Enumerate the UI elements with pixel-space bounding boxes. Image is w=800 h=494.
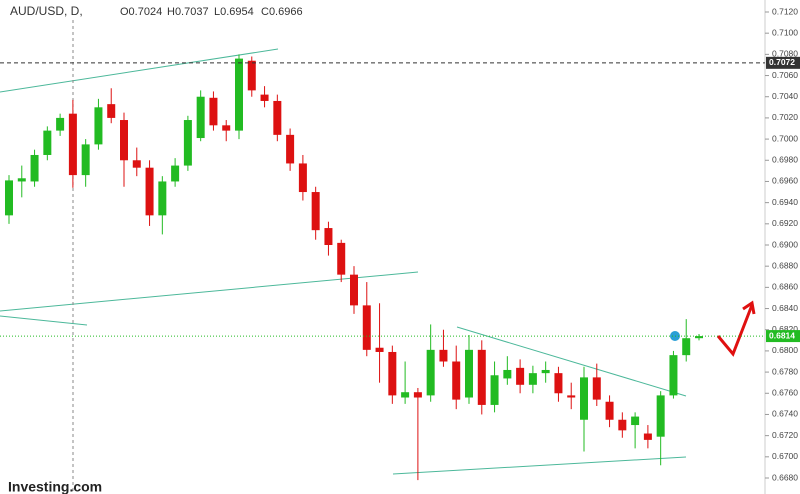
candle-body <box>56 117 65 131</box>
y-tick-label: 0.6900 <box>772 239 798 249</box>
candle-body <box>503 369 512 379</box>
y-tick-label: 0.6860 <box>772 282 798 292</box>
candle-body <box>516 367 525 385</box>
candle-body <box>401 392 410 398</box>
candle-body <box>618 419 627 431</box>
y-tick-label: 0.6840 <box>772 303 798 313</box>
candle-body <box>273 100 282 135</box>
candle-body <box>5 180 13 216</box>
candle-body <box>362 305 371 350</box>
candle-body <box>183 120 192 166</box>
candle-body <box>567 395 576 398</box>
candle-body <box>592 377 601 400</box>
y-tick-label: 0.7040 <box>772 91 798 101</box>
trend-line <box>0 271 419 312</box>
candle-body <box>298 163 307 193</box>
candle-body <box>235 58 243 131</box>
candle-body <box>68 113 77 176</box>
ohlc-label: C0.6966 <box>261 6 303 18</box>
candle-body <box>452 361 461 400</box>
candle-body <box>324 228 333 245</box>
candle-body <box>30 154 39 182</box>
y-tick-label: 0.6920 <box>772 218 798 228</box>
ohlc-label: O0.7024 <box>120 6 162 18</box>
y-tick-label: 0.6880 <box>772 260 798 270</box>
y-tick-label: 0.7080 <box>772 49 798 59</box>
candle-body <box>490 375 499 405</box>
y-tick-label: 0.6740 <box>772 409 798 419</box>
candle-body <box>643 433 652 440</box>
y-tick-label: 0.6800 <box>772 345 798 355</box>
price-label-box <box>766 56 800 69</box>
candle-body <box>554 373 563 394</box>
candle-body <box>158 181 167 216</box>
candle-body <box>375 347 384 352</box>
y-tick-label: 0.6680 <box>772 472 798 482</box>
y-tick-label: 0.7020 <box>772 112 798 122</box>
y-tick-label: 0.6720 <box>772 430 798 440</box>
candle-body <box>222 125 231 131</box>
y-tick-label: 0.7100 <box>772 27 798 37</box>
candle-body <box>196 96 205 139</box>
ohlc-label: H0.7037 <box>167 6 209 18</box>
candle-body <box>171 165 180 182</box>
trend-lines <box>0 48 687 475</box>
y-tick-label: 0.7000 <box>772 133 798 143</box>
y-tick-label: 0.6960 <box>772 176 798 186</box>
candle-body <box>311 192 320 231</box>
candle-body <box>528 373 537 385</box>
y-tick-label: 0.6820 <box>772 324 798 334</box>
candle-body <box>94 107 103 145</box>
candle-body <box>669 355 678 396</box>
candle-body <box>120 120 128 161</box>
ohlc-label: L0.6954 <box>214 6 254 18</box>
price-label: 0.6814 <box>769 330 795 340</box>
chart-title: AUD/USD, D, <box>10 4 83 18</box>
forecast-arrow-head <box>742 300 756 315</box>
y-tick-label: 0.7120 <box>772 6 798 16</box>
candle-body <box>580 377 588 420</box>
candle-body <box>17 178 26 182</box>
price-label: 0.7072 <box>769 57 795 67</box>
y-tick-label: 0.6780 <box>772 366 798 376</box>
candle-body <box>388 351 397 396</box>
candle-body <box>465 349 473 398</box>
candle-body <box>81 144 90 176</box>
y-tick-label: 0.6980 <box>772 155 798 165</box>
trend-line <box>0 48 279 93</box>
trend-line <box>0 315 88 326</box>
candle-body <box>107 104 116 118</box>
candle-body <box>631 416 640 426</box>
y-tick-label: 0.6700 <box>772 451 798 461</box>
candle-body <box>247 60 256 91</box>
price-label-box <box>766 330 800 343</box>
candle-body <box>209 97 218 126</box>
candle-body <box>260 94 269 101</box>
candle-body <box>695 336 703 339</box>
candle-body <box>541 369 550 374</box>
candle-body <box>132 160 141 168</box>
candle-body <box>286 134 295 164</box>
candle-body <box>337 242 346 275</box>
candle-body <box>605 401 614 420</box>
watermark: Investing.com <box>8 479 102 494</box>
candle-body <box>145 167 154 216</box>
trend-line <box>456 326 687 397</box>
trend-line <box>392 456 687 475</box>
candle-body <box>439 349 448 362</box>
y-tick-label: 0.6940 <box>772 197 798 207</box>
candle-body <box>426 349 435 396</box>
candle-body <box>350 274 358 306</box>
candle-body <box>43 130 52 155</box>
forecast-arrow <box>716 304 754 357</box>
candle-body <box>656 395 665 437</box>
candle-body <box>413 392 422 398</box>
candle-body <box>682 338 691 356</box>
y-tick-label: 0.6760 <box>772 388 798 398</box>
candle-body <box>477 349 486 405</box>
y-tick-label: 0.7060 <box>772 70 798 80</box>
